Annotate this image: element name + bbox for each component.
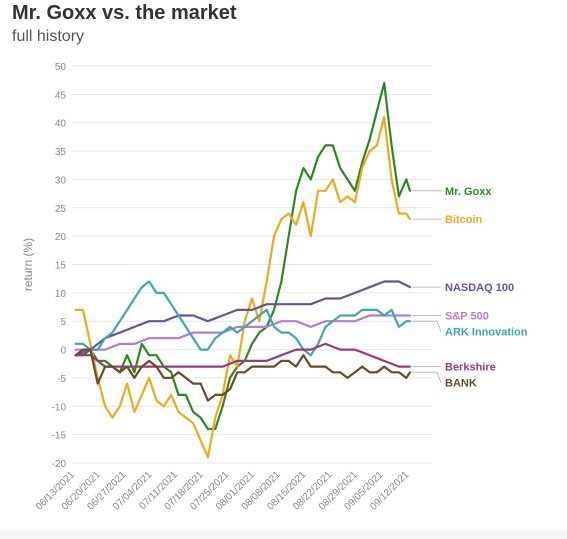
series-label: Berkshire	[445, 362, 496, 374]
series-label: Mr. Goxx	[445, 186, 492, 198]
y-tick-label: 5	[60, 317, 66, 328]
label-leader	[411, 371, 442, 383]
series-line-berkshire	[74, 342, 412, 368]
y-tick-label: 50	[55, 62, 67, 73]
series-line-ark-innovation	[74, 280, 412, 357]
series-line-nasdaq-100	[74, 280, 412, 357]
series-label: BANK	[445, 378, 477, 390]
y-tick-label: -15	[52, 431, 67, 442]
y-tick-label: 10	[55, 289, 67, 300]
y-tick-label: -5	[57, 374, 66, 385]
chart-subtitle: full history	[12, 28, 85, 45]
y-tick-label: 45	[55, 90, 67, 101]
y-tick-label: 30	[55, 175, 67, 186]
y-tick-label: -20	[52, 459, 67, 470]
y-tick-label: 35	[55, 147, 67, 158]
series-label: Bitcoin	[445, 214, 483, 226]
y-tick-label: 25	[55, 204, 67, 215]
y-axis-label: return (%)	[21, 238, 35, 291]
bottom-strip	[0, 530, 567, 539]
series-label: S&P 500	[445, 311, 489, 323]
series-line-bank	[74, 348, 412, 402]
y-tick-label: 40	[55, 119, 67, 130]
y-tick-label: -10	[52, 402, 67, 413]
series-label: NASDAQ 100	[445, 282, 514, 294]
y-tick-label: 15	[55, 261, 67, 272]
series-line-bitcoin	[74, 115, 412, 459]
series-line-mr-goxx	[74, 81, 412, 431]
chart-title: Mr. Goxx vs. the market	[12, 2, 237, 24]
y-tick-label: 20	[55, 232, 67, 243]
label-leader	[411, 320, 442, 332]
series-label: ARK Innovation	[445, 327, 528, 339]
y-tick-label: 0	[60, 346, 66, 357]
